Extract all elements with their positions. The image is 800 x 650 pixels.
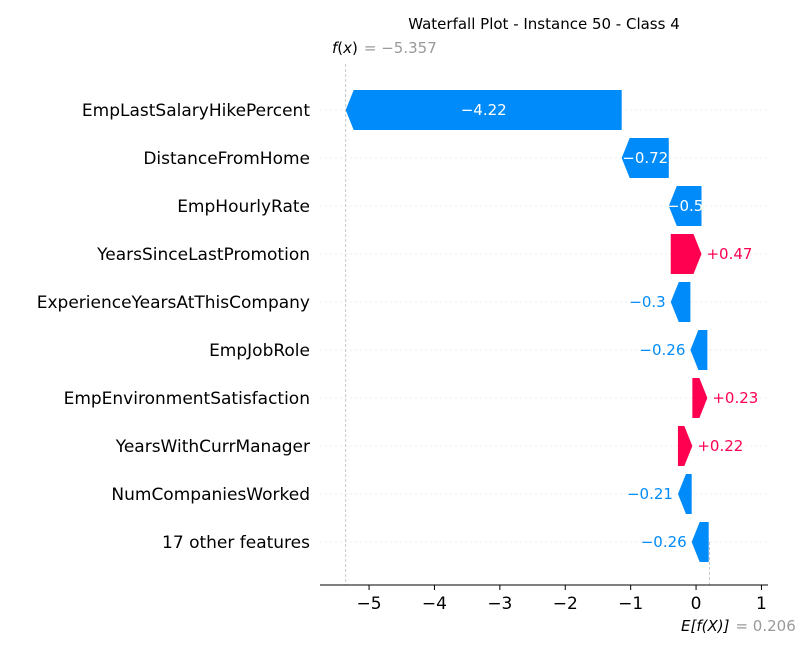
feature-label: DistanceFromHome	[143, 149, 310, 169]
feature-label: EmpEnvironmentSatisfaction	[64, 389, 310, 409]
x-tick-label: −5	[357, 594, 382, 614]
feature-label: EmpHourlyRate	[177, 197, 310, 217]
fx-label: f(x) = −5.357	[332, 39, 437, 57]
waterfall-bar	[621, 138, 669, 178]
feature-labels-group: EmpLastSalaryHikePercent DistanceFromHome…	[37, 101, 311, 553]
feature-label: ExperienceYearsAtThisCompany	[37, 293, 310, 313]
feature-label: YearsSinceLastPromotion	[96, 245, 310, 265]
feature-label: 17 other features	[162, 533, 310, 553]
bar-value-label: −0.5	[667, 197, 703, 215]
feature-label: EmpJobRole	[209, 341, 310, 361]
x-tick-label: −1	[618, 594, 643, 614]
feature-label: EmpLastSalaryHikePercent	[82, 101, 310, 121]
base-value-label: E[f(X)] = 0.206	[681, 617, 796, 635]
fx-fn: f	[332, 39, 340, 57]
bar-value-label: −0.21	[627, 485, 673, 503]
waterfall-bar	[670, 282, 691, 322]
base-value: = 0.206	[735, 617, 795, 635]
fx-arg: x	[342, 39, 352, 57]
x-tick-label: −3	[487, 594, 512, 614]
x-tick-label: 0	[691, 594, 702, 614]
waterfall-bar	[691, 522, 709, 562]
waterfall-bar	[677, 474, 692, 514]
bar-value-label: +0.23	[712, 389, 758, 407]
x-tick-label: −4	[422, 594, 447, 614]
x-tick-label: 1	[756, 594, 767, 614]
base-label: E[f(X)]	[681, 617, 730, 635]
chart-title: Waterfall Plot - Instance 50 - Class 4	[408, 15, 680, 33]
waterfall-bar	[345, 90, 622, 130]
waterfall-bar	[670, 234, 702, 274]
waterfall-bar	[668, 186, 702, 226]
waterfall-bar	[690, 330, 708, 370]
feature-label: YearsWithCurrManager	[115, 437, 310, 457]
bar-value-label: −0.26	[641, 533, 687, 551]
bar-value-label: +0.22	[697, 437, 743, 455]
waterfall-bar	[692, 378, 708, 418]
waterfall-bar	[677, 426, 693, 466]
x-tick-label: −2	[553, 594, 578, 614]
bar-value-label: +0.47	[706, 245, 752, 263]
feature-label: NumCompaniesWorked	[111, 485, 310, 505]
row-gridlines	[320, 109, 768, 543]
fx-value: = −5.357	[364, 39, 437, 57]
bar-value-label: −0.72	[622, 149, 668, 167]
bar-value-label: −0.26	[639, 341, 685, 359]
bar-value-label: −4.22	[461, 101, 507, 119]
bar-value-label: −0.3	[629, 293, 665, 311]
x-axis: −5 −4 −3 −2 −1 0 1	[320, 584, 768, 614]
bars-group: −4.22 −0.72 −0.5 +0.47 −0.3 −0.26 +0.23 +0.22 −0…	[345, 90, 758, 562]
